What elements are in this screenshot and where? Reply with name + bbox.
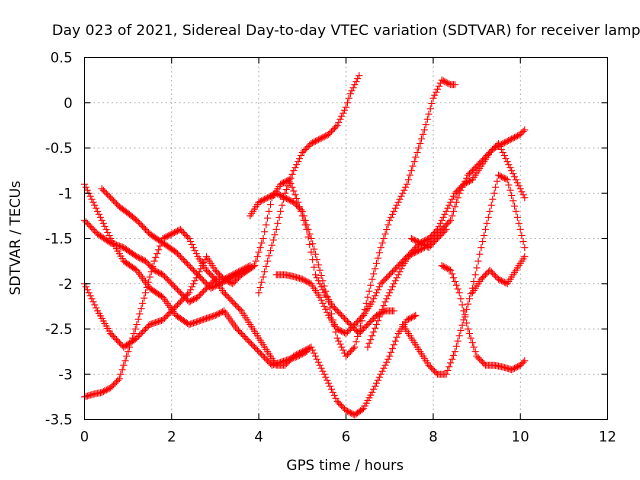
data-point-markers xyxy=(399,171,529,378)
x-tick-label: 4 xyxy=(254,430,263,446)
data-point-markers xyxy=(255,72,363,297)
x-tick-label: 6 xyxy=(342,430,351,446)
y-tick-label: -1 xyxy=(59,186,73,202)
series-track-5 xyxy=(98,185,258,292)
series-track-10 xyxy=(399,171,529,378)
axis-ticks: 0 2 4 6 8 10 12 0.5 0 -0.5 -1 -1.5 -2 -2.5 -3 -3.5 xyxy=(45,51,616,446)
y-tick-label: -2.5 xyxy=(45,322,72,338)
chart-title: Day 023 of 2021, Sidereal Day-to-day VTE… xyxy=(52,23,640,39)
series-track-7 xyxy=(255,72,363,297)
x-tick-label: 0 xyxy=(80,430,89,446)
x-tick-label: 10 xyxy=(511,430,529,446)
y-tick-label: -2 xyxy=(59,277,73,293)
series-track-11 xyxy=(438,262,529,374)
y-tick-label: -1.5 xyxy=(45,232,72,248)
series-track-12 xyxy=(468,253,529,297)
y-tick-label: 0 xyxy=(64,96,73,112)
y-axis-label: SDTVAR / TECUs xyxy=(8,181,24,296)
data-point-markers xyxy=(407,225,450,252)
y-tick-label: -3.5 xyxy=(45,413,72,429)
series-track-13 xyxy=(407,225,450,252)
x-tick-label: 2 xyxy=(167,430,176,446)
data-point-markers xyxy=(468,253,529,297)
y-tick-label: 0.5 xyxy=(50,51,72,67)
x-axis-label: GPS time / hours xyxy=(286,458,403,474)
y-tick-label: -0.5 xyxy=(45,141,72,157)
x-tick-label: 8 xyxy=(429,430,438,446)
x-tick-label: 12 xyxy=(599,430,617,446)
data-point-markers xyxy=(98,185,258,292)
data-point-markers xyxy=(438,262,529,374)
y-tick-label: -3 xyxy=(59,367,73,383)
